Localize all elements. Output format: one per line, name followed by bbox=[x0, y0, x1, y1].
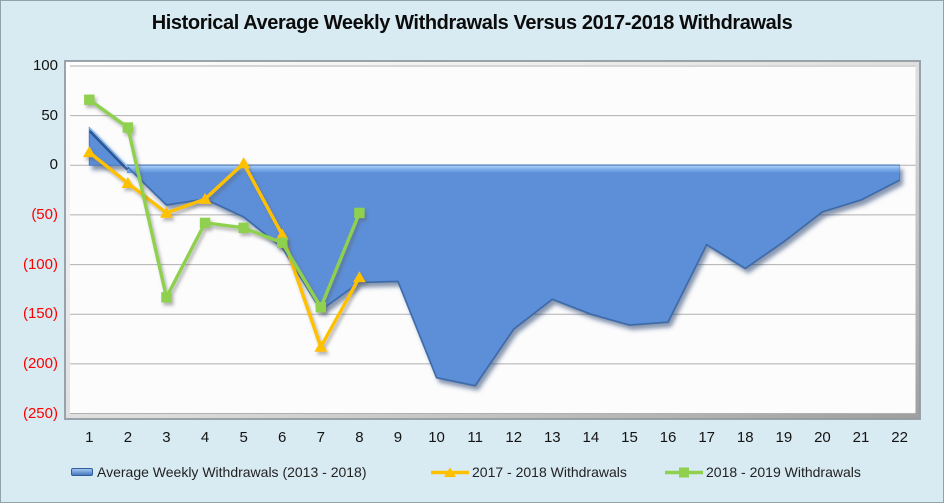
x-axis-tick-label: 11 bbox=[467, 429, 483, 446]
x-axis-tick-label: 21 bbox=[852, 429, 870, 446]
legend-label-2018-2019: 2018 - 2019 Withdrawals bbox=[706, 464, 861, 480]
y-axis-tick-label: (100) bbox=[22, 255, 58, 273]
y-axis-tick-label: 50 bbox=[41, 106, 58, 124]
legend-label-average-weekly: Average Weekly Withdrawals (2013 - 2018) bbox=[97, 464, 367, 480]
x-axis-tick-label: 10 bbox=[428, 429, 445, 446]
legend-label-2017-2018: 2017 - 2018 Withdrawals bbox=[472, 464, 627, 480]
x-axis-tick-label: 6 bbox=[278, 429, 287, 446]
x-axis-tick-label: 22 bbox=[891, 429, 908, 446]
y-axis-tick-label: (200) bbox=[22, 354, 58, 372]
line-triangle-swatch-icon bbox=[431, 466, 469, 479]
x-axis-tick-label: 17 bbox=[698, 429, 715, 446]
x-axis-tick-label: 1 bbox=[85, 429, 94, 446]
area-series-swatch-icon bbox=[71, 467, 94, 477]
legend-item-2017-2018: 2017 - 2018 Withdrawals bbox=[431, 460, 627, 484]
legend-item-average-weekly: Average Weekly Withdrawals (2013 - 2018) bbox=[71, 460, 367, 484]
y-axis-tick-label: 0 bbox=[49, 156, 58, 174]
line-square-swatch-icon bbox=[665, 466, 703, 479]
x-axis-tick-label: 20 bbox=[814, 429, 831, 446]
y-axis-tick-label: (50) bbox=[31, 205, 58, 223]
x-axis-tick-label: 8 bbox=[355, 429, 364, 446]
x-axis-tick-label: 12 bbox=[505, 429, 523, 446]
y-axis-tick-label: 100 bbox=[32, 57, 58, 74]
x-axis-tick-label: 14 bbox=[582, 429, 600, 446]
x-axis-tick-label: 4 bbox=[200, 429, 210, 446]
y-axis-tick-label: (250) bbox=[22, 404, 58, 422]
x-axis-tick-label: 18 bbox=[736, 429, 754, 446]
x-axis-tick-label: 9 bbox=[393, 429, 403, 446]
x-axis-tick-label: 16 bbox=[659, 429, 677, 446]
legend-item-2018-2019: 2018 - 2019 Withdrawals bbox=[665, 460, 861, 484]
x-axis-tick-label: 2 bbox=[123, 429, 133, 446]
y-axis-tick-label: (150) bbox=[22, 305, 58, 323]
x-axis-tick-label: 19 bbox=[775, 429, 793, 446]
x-axis-tick-label: 15 bbox=[621, 429, 638, 446]
chart-title: Historical Average Weekly Withdrawals Ve… bbox=[151, 12, 793, 34]
x-axis-tick-label: 13 bbox=[543, 429, 561, 446]
x-axis-tick-label: 3 bbox=[162, 429, 171, 446]
x-axis-tick-label: 5 bbox=[239, 429, 248, 446]
x-axis-tick-label: 7 bbox=[316, 429, 325, 446]
